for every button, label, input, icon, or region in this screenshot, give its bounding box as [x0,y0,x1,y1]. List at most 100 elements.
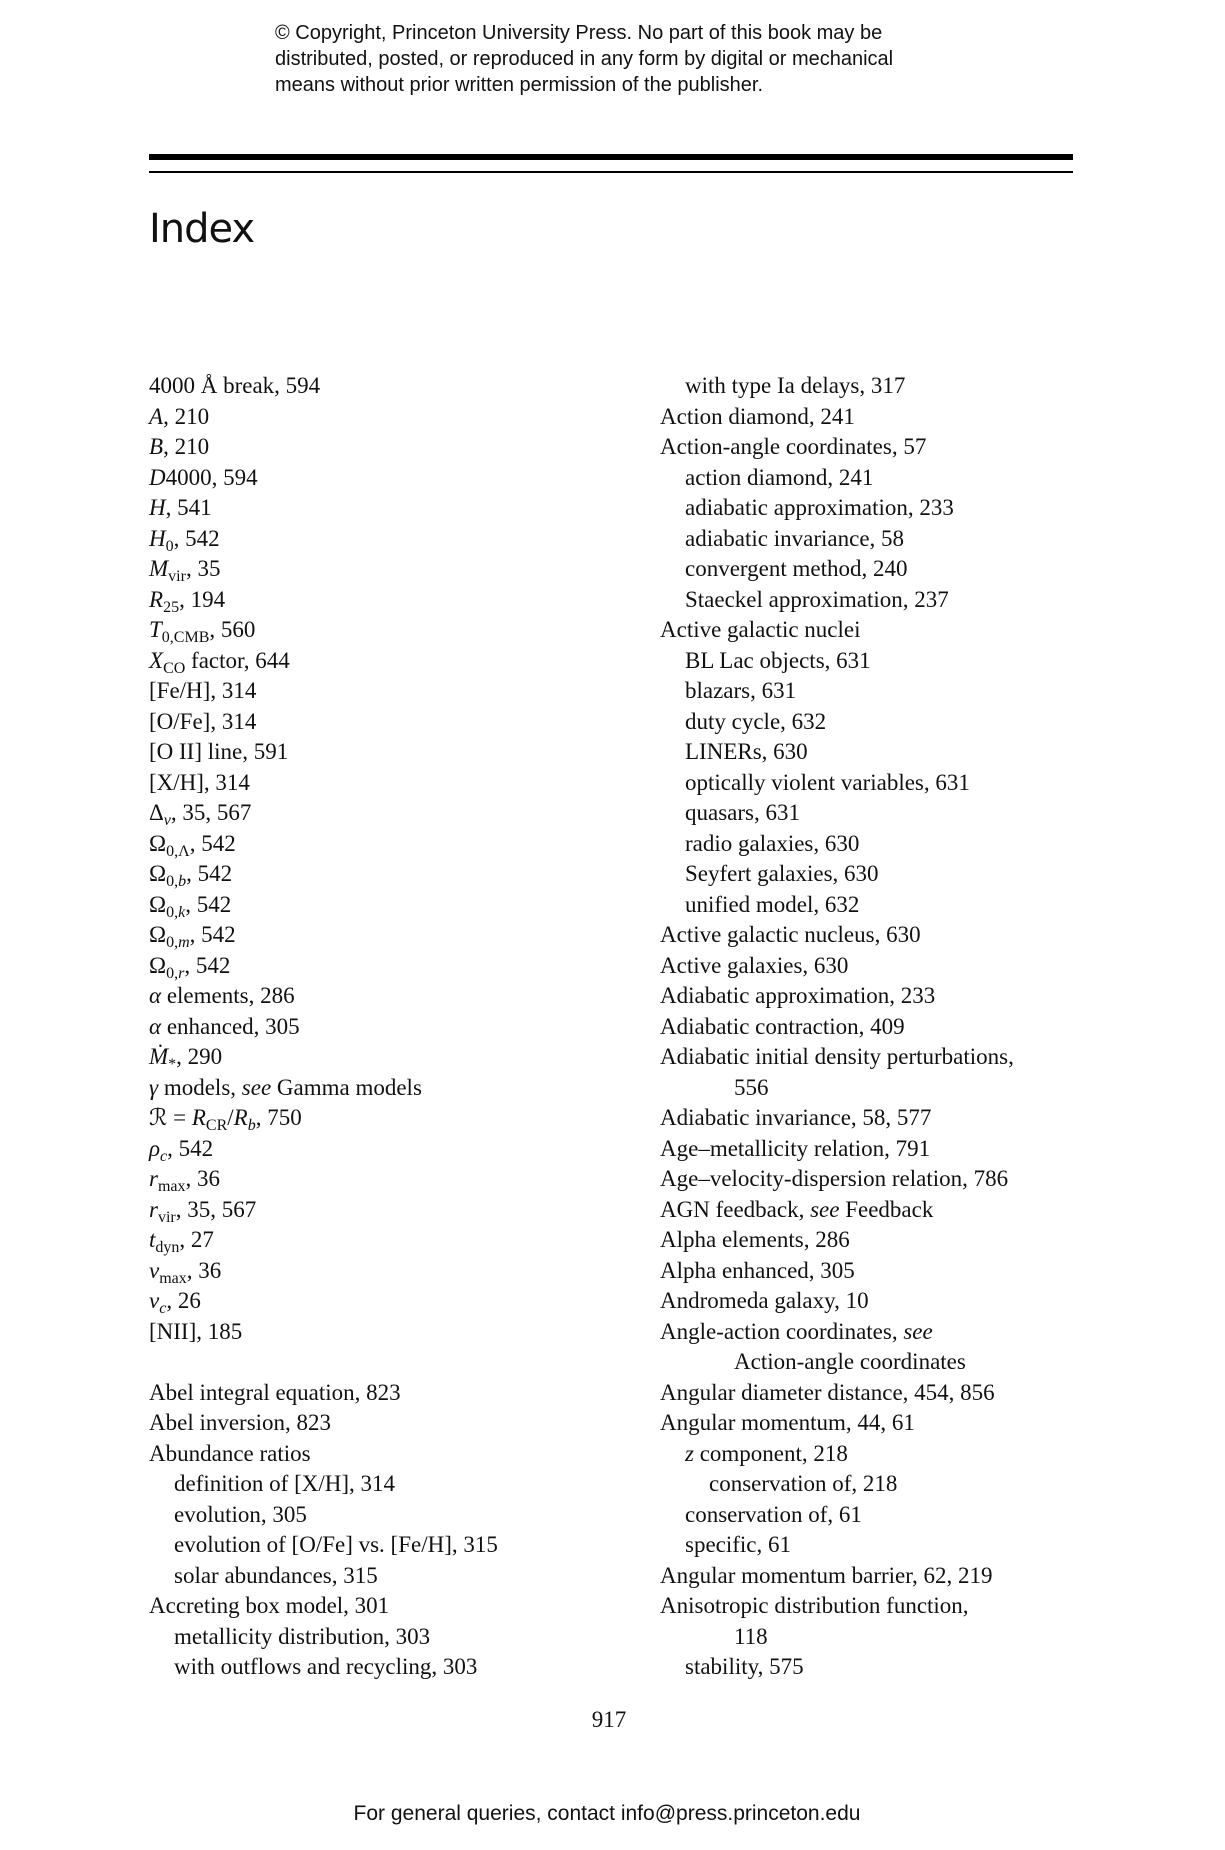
index-entry: B, 210 [149,432,629,463]
index-entry: Adiabatic approximation, 233 [660,981,1100,1012]
index-entry: Active galaxies, 630 [660,951,1100,982]
index-entry: Ω0,k, 542 [149,890,629,921]
index-entry-text: , 541 [165,495,212,520]
index-entry: convergent method, 240 [660,554,1100,585]
index-entry: unified model, 632 [660,890,1100,921]
index-entry: Anisotropic distribution function, [660,1591,1100,1622]
index-entry-text: 4000 Å break, 594 [149,373,321,398]
index-entry-text: b [247,1117,256,1134]
index-entry-text: Ω [149,861,167,886]
index-entry: rmax, 36 [149,1164,629,1195]
index-entry: Alpha enhanced, 305 [660,1256,1100,1287]
index-entry: Ω0,m, 542 [149,920,629,951]
index-entry: z component, 218 [660,1439,1100,1470]
index-entry-text: * [168,1056,177,1073]
index-entry-text: optically violent variables, 631 [685,769,970,795]
index-entry-text: v [163,812,171,829]
index-entry-text: Abel inversion, 823 [149,1410,332,1435]
index-entry: Action diamond, 241 [660,402,1100,433]
index-column-right: with type Ia delays, 317 Action diamond, … [660,371,1100,1683]
index-entry-text: α [149,983,162,1008]
index-entry-text: quasars, 631 [685,800,800,825]
index-entry-text: k [178,903,186,921]
copyright-line: © Copyright, Princeton University Press.… [275,22,883,44]
index-entry: [Fe/H], 314 [149,676,629,707]
index-entry-text: , 542 [185,891,232,917]
index-entry-text: Adiabatic contraction, 409 [660,1013,905,1039]
index-entry-text: , 210 [163,403,210,429]
index-entry: 118 [660,1622,1100,1653]
index-entry-text: CO [163,659,186,677]
index-entry-text: , 290 [176,1044,223,1069]
index-entry-text: T [149,617,162,642]
index-entry-text: specific, 61 [685,1532,792,1557]
page-title: Index [149,206,255,252]
index-entry-text: component, 218 [693,1440,848,1466]
index-entry-text: adiabatic invariance, 58 [685,525,905,551]
index-spacer [149,1347,629,1378]
index-entry-text: CR [205,1117,228,1134]
index-entry: 4000 Å break, 594 [149,371,629,402]
index-entry-text: v [149,1288,160,1313]
index-entry-text: [O II] line, 591 [149,739,289,764]
index-entry-text: R [149,586,164,612]
index-entry: AGN feedback, see Feedback [660,1195,1100,1226]
index-entry-text: Adiabatic invariance, 58, 577 [660,1105,932,1130]
index-entry-text: see [241,1074,272,1100]
index-entry-text: metallicity distribution, 303 [174,1623,431,1649]
index-entry-text: definition of [X/H], 314 [174,1471,396,1496]
index-entry: Ω0,Λ, 542 [149,829,629,860]
index-entry-text: Staeckel approximation, 237 [685,586,949,612]
index-entry: A, 210 [149,402,629,433]
index-entry-text: , 542 [167,1135,214,1161]
index-entry: Mvir, 35 [149,554,629,585]
index-entry-text: radio galaxies, 630 [685,830,860,856]
index-entry-text: 4000, 594 [165,464,258,490]
index-entry-text: elements, 286 [161,983,295,1008]
index-entry: Angular momentum, 44, 61 [660,1408,1100,1439]
index-entry-text: M [149,556,169,581]
index-entry: vmax, 36 [149,1256,629,1287]
index-entry-text: H [149,495,166,520]
index-entry-text: 0,CMB [161,629,210,646]
index-entry-text: , 542 [189,830,236,856]
copyright-line: distributed, posted, or reproduced in an… [275,48,894,70]
index-entry: Angular diameter distance, 454, 856 [660,1378,1100,1409]
index-entry: XCO factor, 644 [149,646,629,677]
index-entry-text: conservation of, 218 [709,1471,898,1496]
index-entry-text: Angular momentum barrier, 62, 219 [660,1562,993,1588]
index-entry: ℛ = RCR/Rb, 750 [149,1103,629,1134]
index-entry-text: 0, [166,964,179,982]
index-entry-text: conservation of, 61 [685,1501,862,1527]
index-entry-text: Active galactic nucleus, 630 [660,922,921,947]
index-entry-text: blazars, 631 [685,678,797,703]
index-entry-text: Action diamond, 241 [660,403,855,429]
index-entry-text: action diamond, 241 [685,464,874,490]
index-entry-text: , 542 [173,525,220,551]
index-entry: Adiabatic initial density perturbations, [660,1042,1100,1073]
index-entry: Active galactic nucleus, 630 [660,920,1100,951]
index-entry: evolution, 305 [149,1500,629,1531]
index-entry-text: , 210 [163,434,210,459]
index-entry-text: evolution of [O/Fe] vs. [Fe/H], 315 [174,1532,498,1557]
index-entry-text: stability, 575 [685,1654,804,1679]
index-entry-text: with type Ia delays, 317 [685,373,906,398]
index-entry-text: t [149,1227,156,1252]
index-entry: γ models, see Gamma models [149,1073,629,1104]
header-rule-thick [149,154,1073,160]
index-entry-text: R [233,1105,248,1130]
index-entry-text: [Fe/H], 314 [149,678,257,703]
index-entry-text: [O/Fe], 314 [149,708,257,734]
index-entry: Abel integral equation, 823 [149,1378,629,1409]
index-entry-text: H [149,525,166,551]
index-entry: ρc, 542 [149,1134,629,1165]
index-entry-text: v [149,1257,160,1283]
index-entry: with outflows and recycling, 303 [149,1652,629,1683]
index-entry: vc, 26 [149,1286,629,1317]
index-entry-text: Gamma models [271,1074,422,1100]
index-entry-text: , 542 [184,952,231,978]
index-entry-text: duty cycle, 632 [685,708,827,734]
index-entry-text: Abundance ratios [149,1440,311,1466]
index-entry-text: Action-angle coordinates, 57 [660,434,927,459]
index-entry-text: 0, [166,934,179,951]
